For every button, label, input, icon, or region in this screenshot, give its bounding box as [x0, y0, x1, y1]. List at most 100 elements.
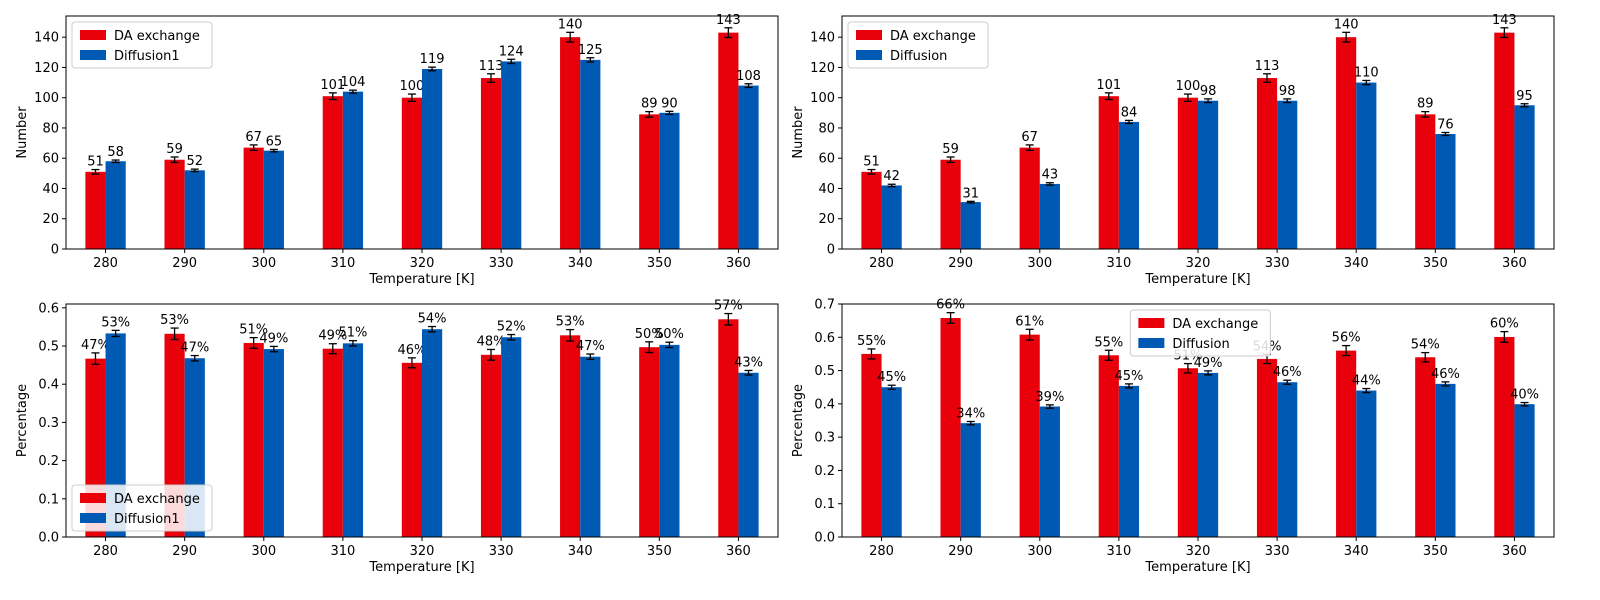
- bar-diffusion: [263, 349, 284, 537]
- y-tick-label: 0: [51, 243, 59, 258]
- data-label: 89: [1417, 97, 1434, 112]
- x-tick-label: 350: [1423, 256, 1448, 271]
- data-label: 53%: [101, 315, 130, 330]
- x-tick-label: 290: [948, 256, 973, 271]
- data-label: 140: [1334, 17, 1359, 32]
- data-label: 58: [107, 145, 124, 160]
- y-tick-label: 0.0: [38, 531, 59, 546]
- bar-da: [243, 147, 264, 249]
- bar-da: [1256, 358, 1278, 537]
- data-label: 57%: [714, 299, 743, 314]
- bar-da: [480, 78, 502, 249]
- x-tick-label: 320: [1186, 256, 1211, 271]
- y-tick-label: 80: [818, 121, 835, 136]
- data-label: 50%: [635, 327, 664, 342]
- data-label: 89: [641, 97, 658, 112]
- legend-swatch: [80, 30, 106, 40]
- x-tick-label: 320: [1186, 544, 1211, 559]
- data-label: 51%: [239, 323, 268, 338]
- data-label: 84: [1121, 105, 1138, 120]
- x-tick-label: 310: [1106, 256, 1131, 271]
- x-tick-label: 360: [1502, 256, 1527, 271]
- bar-da: [639, 347, 660, 537]
- legend-box: [1129, 309, 1271, 357]
- bar-da: [1336, 37, 1357, 249]
- x-tick-label: 280: [869, 256, 894, 271]
- bar-diffusion: [580, 356, 601, 537]
- bar-da: [1098, 96, 1119, 249]
- x-tick-label: 350: [647, 544, 672, 559]
- y-tick-label: 100: [810, 91, 835, 106]
- bar-diffusion: [738, 372, 759, 537]
- x-tick-label: 360: [1502, 544, 1527, 559]
- data-label: 53%: [160, 313, 189, 328]
- plot-frame: [841, 15, 1555, 250]
- x-axis-label: Temperature [K]: [1144, 560, 1250, 575]
- y-tick-label: 0.2: [814, 464, 835, 479]
- bar-diffusion: [1356, 82, 1377, 249]
- x-tick-label: 330: [489, 256, 514, 271]
- data-label: 43: [1042, 168, 1059, 183]
- bar-diffusion: [263, 150, 284, 249]
- bar-da: [940, 317, 961, 537]
- bar-da: [718, 32, 739, 250]
- data-label: 51: [87, 155, 104, 170]
- bar-diffusion: [1198, 100, 1219, 250]
- legend: DA exchange Diffusion1: [71, 21, 213, 69]
- y-tick-label: 0.4: [38, 378, 59, 393]
- y-tick-label: 0.3: [38, 416, 59, 431]
- data-label: 90: [661, 96, 678, 111]
- legend: DA exchange Diffusion: [847, 21, 989, 69]
- bar-diffusion: [1118, 121, 1140, 249]
- legend: DA exchange Diffusion: [1129, 309, 1271, 357]
- data-label: 100: [399, 79, 424, 94]
- y-tick-label: 20: [818, 212, 835, 227]
- legend-box: [847, 21, 989, 69]
- x-axis-label: Temperature [K]: [368, 272, 474, 287]
- legend-label: Diffusion: [1172, 337, 1229, 352]
- y-tick-label: 40: [818, 182, 835, 197]
- legend-swatch: [80, 50, 106, 60]
- y-tick-label: 60: [42, 152, 59, 167]
- data-label: 54%: [418, 312, 447, 327]
- y-tick-label: 120: [34, 61, 59, 76]
- bar-diffusion: [1514, 105, 1535, 249]
- bar-da: [861, 171, 882, 249]
- bar-da: [401, 97, 422, 250]
- y-tick-label: 0.1: [38, 492, 59, 507]
- bar-diffusion: [1039, 406, 1060, 537]
- data-label: 61%: [1015, 314, 1044, 329]
- x-tick-label: 310: [1106, 544, 1131, 559]
- bar-diffusion: [501, 337, 522, 537]
- x-tick-label: 280: [869, 544, 894, 559]
- y-tick-label: 0.4: [814, 397, 835, 412]
- data-label: 56%: [1332, 331, 1361, 346]
- y-tick-label: 0: [827, 243, 835, 258]
- plot-frame: [65, 303, 779, 538]
- legend-swatch: [856, 30, 882, 40]
- y-tick-label: 0.2: [38, 454, 59, 469]
- legend-box: [71, 484, 213, 532]
- bar-da: [1256, 78, 1278, 249]
- bar-da: [1177, 368, 1198, 537]
- bar-diffusion: [960, 423, 981, 537]
- y-tick-label: 40: [42, 182, 59, 197]
- data-label: 45%: [1115, 369, 1144, 384]
- x-tick-label: 280: [93, 544, 118, 559]
- x-tick-label: 330: [1265, 544, 1290, 559]
- legend-swatch: [80, 493, 106, 503]
- data-label: 52: [186, 154, 203, 169]
- bar-diffusion: [422, 329, 443, 537]
- y-axis-label: Percentage: [15, 384, 30, 457]
- y-tick-label: 60: [818, 152, 835, 167]
- data-label: 54%: [1411, 338, 1440, 353]
- data-label: 110: [1354, 65, 1379, 80]
- bar-diffusion: [184, 170, 205, 249]
- bar-da: [1415, 357, 1436, 537]
- y-tick-label: 0.1: [814, 497, 835, 512]
- legend-box: [71, 21, 213, 69]
- data-label: 113: [1255, 59, 1280, 74]
- x-tick-label: 310: [330, 544, 355, 559]
